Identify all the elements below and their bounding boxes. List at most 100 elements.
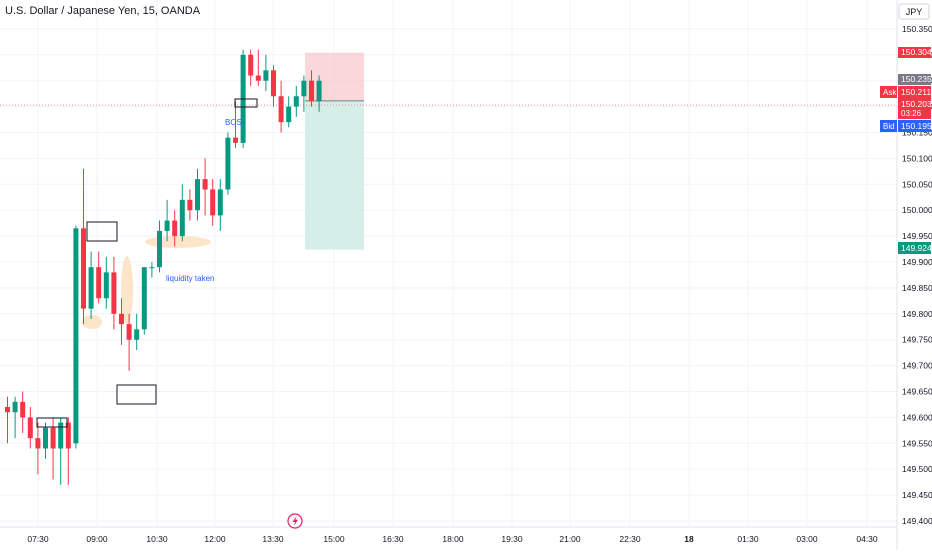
candle[interactable] bbox=[134, 313, 140, 351]
candle[interactable] bbox=[293, 85, 299, 117]
candle-body bbox=[278, 96, 284, 123]
candle[interactable] bbox=[286, 96, 292, 128]
candle[interactable] bbox=[278, 80, 284, 133]
x-tick-label: 13:30 bbox=[262, 534, 284, 544]
candle-body bbox=[263, 70, 269, 81]
candle[interactable] bbox=[12, 396, 18, 439]
candle-body bbox=[225, 137, 231, 190]
candle[interactable] bbox=[126, 313, 132, 371]
current-price-tag: 150.203 bbox=[901, 99, 932, 109]
position-tool[interactable] bbox=[0, 52, 897, 250]
candle[interactable] bbox=[172, 210, 178, 247]
candle-body bbox=[210, 189, 216, 216]
drawn-rectangle[interactable] bbox=[116, 384, 157, 405]
candle-body bbox=[20, 401, 26, 418]
current-price-bg bbox=[898, 98, 931, 119]
lightning-event-icon[interactable] bbox=[287, 513, 303, 529]
candle-body bbox=[164, 220, 170, 231]
x-tick-label: 01:30 bbox=[737, 534, 759, 544]
candle[interactable] bbox=[81, 168, 86, 325]
stop-price-tag-bg bbox=[898, 47, 931, 58]
drawn-rectangle[interactable] bbox=[86, 221, 118, 242]
candle[interactable] bbox=[210, 179, 216, 226]
candle-body bbox=[309, 80, 314, 102]
y-tick-label: 149.650 bbox=[902, 387, 932, 397]
candle[interactable] bbox=[195, 168, 200, 221]
wick-highlight bbox=[121, 256, 133, 324]
candle-body bbox=[293, 96, 299, 107]
currency-button[interactable]: JPY bbox=[898, 3, 930, 20]
candle[interactable] bbox=[271, 65, 276, 107]
candle-body bbox=[233, 137, 238, 143]
candle[interactable] bbox=[65, 417, 71, 485]
candle[interactable] bbox=[27, 407, 33, 449]
candle-body bbox=[88, 267, 94, 309]
drawn-rectangle[interactable] bbox=[36, 417, 68, 428]
x-tick-label: 15:00 bbox=[323, 534, 345, 544]
countdown-tag: 03:26 bbox=[901, 109, 922, 118]
candle[interactable] bbox=[157, 220, 162, 273]
candle[interactable] bbox=[35, 422, 41, 475]
bid-label-bg bbox=[880, 120, 897, 132]
drawn-rectangle[interactable] bbox=[234, 98, 258, 108]
y-tick-label: 149.450 bbox=[902, 490, 932, 500]
candle[interactable] bbox=[179, 184, 185, 242]
chart-title: U.S. Dollar / Japanese Yen, 15, OANDA bbox=[5, 5, 201, 17]
candle[interactable] bbox=[58, 417, 64, 485]
candle[interactable] bbox=[233, 101, 238, 149]
candle[interactable] bbox=[316, 75, 322, 112]
candle-body bbox=[58, 422, 64, 449]
candle[interactable] bbox=[225, 132, 231, 195]
candle[interactable] bbox=[5, 396, 10, 444]
stop-loss-zone[interactable] bbox=[305, 52, 364, 101]
candle[interactable] bbox=[43, 422, 48, 459]
candle-body bbox=[286, 106, 292, 123]
candle[interactable] bbox=[141, 267, 147, 335]
currency-label: JPY bbox=[906, 7, 923, 17]
candle[interactable] bbox=[149, 262, 155, 278]
x-tick-label: 19:30 bbox=[501, 534, 523, 544]
candle[interactable] bbox=[309, 70, 314, 107]
y-tick-label: 150.350 bbox=[902, 24, 932, 34]
x-tick-label: 18:00 bbox=[442, 534, 464, 544]
candle-body bbox=[255, 75, 261, 81]
last-price-tag: 150.235 bbox=[901, 74, 932, 84]
candle[interactable] bbox=[119, 298, 124, 345]
candle[interactable] bbox=[73, 225, 79, 449]
candle-body bbox=[172, 220, 178, 237]
candle[interactable] bbox=[96, 251, 102, 304]
candle[interactable] bbox=[164, 199, 170, 242]
annotation-labels: BOS liquidity taken bbox=[166, 118, 242, 283]
candle-body bbox=[65, 422, 71, 449]
candle[interactable] bbox=[103, 256, 109, 309]
candle-body bbox=[157, 230, 162, 268]
candle-body bbox=[149, 267, 155, 269]
candle[interactable] bbox=[202, 158, 208, 216]
candle[interactable] bbox=[255, 49, 261, 86]
candle[interactable] bbox=[187, 189, 193, 221]
drawn-boxes[interactable] bbox=[36, 98, 258, 428]
candle[interactable] bbox=[263, 54, 269, 92]
candle-body bbox=[96, 267, 102, 299]
candle[interactable] bbox=[217, 179, 223, 231]
time-axis[interactable]: 07:30 09:00 10:30 12:00 13:30 15:00 16:30 18:00… bbox=[27, 534, 878, 544]
candle[interactable] bbox=[301, 75, 307, 112]
bos-label: BOS bbox=[225, 118, 242, 127]
candle-body bbox=[179, 199, 185, 237]
candle[interactable] bbox=[111, 256, 117, 330]
candle[interactable] bbox=[248, 49, 254, 86]
x-tick-label: 10:30 bbox=[146, 534, 168, 544]
take-profit-zone[interactable] bbox=[305, 100, 364, 250]
bid-price-tag-bg bbox=[898, 120, 931, 132]
candle-body bbox=[134, 329, 140, 340]
candle[interactable] bbox=[50, 417, 56, 480]
y-tick-label: 149.400 bbox=[902, 516, 932, 526]
candle[interactable] bbox=[20, 391, 26, 433]
bid-label: Bid bbox=[883, 122, 895, 131]
x-tick-label: 18 bbox=[684, 534, 694, 544]
candle[interactable] bbox=[88, 251, 94, 319]
target-price-tag: 149.924 bbox=[901, 243, 932, 253]
